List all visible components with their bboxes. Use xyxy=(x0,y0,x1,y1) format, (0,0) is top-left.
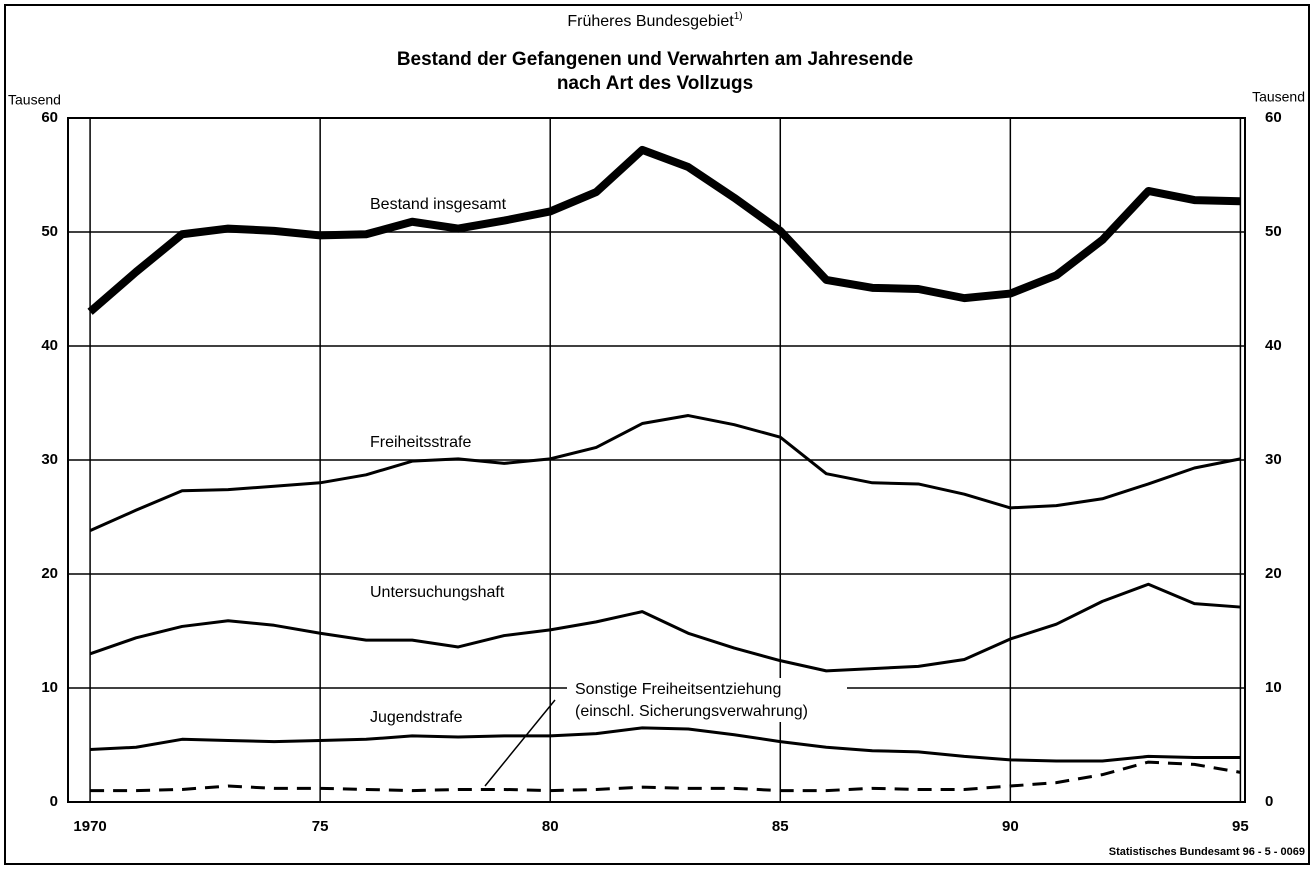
series-label: Untersuchungshaft xyxy=(370,584,505,601)
series-label: Jugendstrafe xyxy=(370,709,463,726)
y2-tick-label: 10 xyxy=(1265,679,1282,696)
x-tick-label: 80 xyxy=(542,818,559,835)
x-tick-label: 85 xyxy=(772,818,789,835)
y2-tick-label: 20 xyxy=(1265,565,1282,582)
x-tick-label: 90 xyxy=(1002,818,1019,835)
series-label: Bestand insgesamt xyxy=(370,196,507,213)
series-line xyxy=(87,145,1241,315)
y-tick-label: 40 xyxy=(41,337,58,354)
supertitle-text: Früheres Bundesgebiet xyxy=(567,13,734,30)
frame xyxy=(4,4,1310,865)
y2-tick-label: 30 xyxy=(1265,451,1282,468)
x-tick-label: 75 xyxy=(312,818,329,835)
y-tick-label: 0 xyxy=(50,793,58,810)
series-line xyxy=(89,414,1241,533)
chart-title: Bestand der Gefangenen und Verwahrten am… xyxy=(397,49,913,70)
y-axis-label: Tausend xyxy=(8,92,61,108)
x-tick-label: 95 xyxy=(1232,818,1249,835)
y2-tick-label: 60 xyxy=(1265,109,1282,126)
y-tick-label: 20 xyxy=(41,565,58,582)
y-tick-label: 10 xyxy=(41,679,58,696)
y2-tick-label: 50 xyxy=(1265,223,1282,240)
chart-title: nach Art des Vollzugs xyxy=(557,73,753,94)
annotation: (einschl. Sicherungsverwahrung) xyxy=(575,703,808,720)
plot-border xyxy=(67,117,1246,803)
y-tick-label: 30 xyxy=(41,451,58,468)
source: Statistisches Bundesamt 96 - 5 - 0069 xyxy=(1109,846,1305,858)
series-line xyxy=(89,582,1241,673)
y2-tick-label: 40 xyxy=(1265,337,1282,354)
label-background xyxy=(567,678,847,722)
leader-line xyxy=(484,699,556,787)
y-tick-label: 50 xyxy=(41,223,58,240)
series-line xyxy=(90,726,1241,763)
supertitle-note: 1) xyxy=(734,11,743,22)
y-tick-label: 60 xyxy=(41,109,58,126)
series-line xyxy=(90,760,1241,793)
y2-axis-label: Tausend xyxy=(1252,89,1305,105)
series-label: Sonstige Freiheitsentziehung xyxy=(575,681,781,698)
y2-tick-label: 0 xyxy=(1265,793,1273,810)
series-label: Freiheitsstrafe xyxy=(370,434,471,451)
chart-supertitle: Früheres Bundesgebiet1) xyxy=(567,11,742,31)
x-tick-label: 1970 xyxy=(73,818,106,835)
